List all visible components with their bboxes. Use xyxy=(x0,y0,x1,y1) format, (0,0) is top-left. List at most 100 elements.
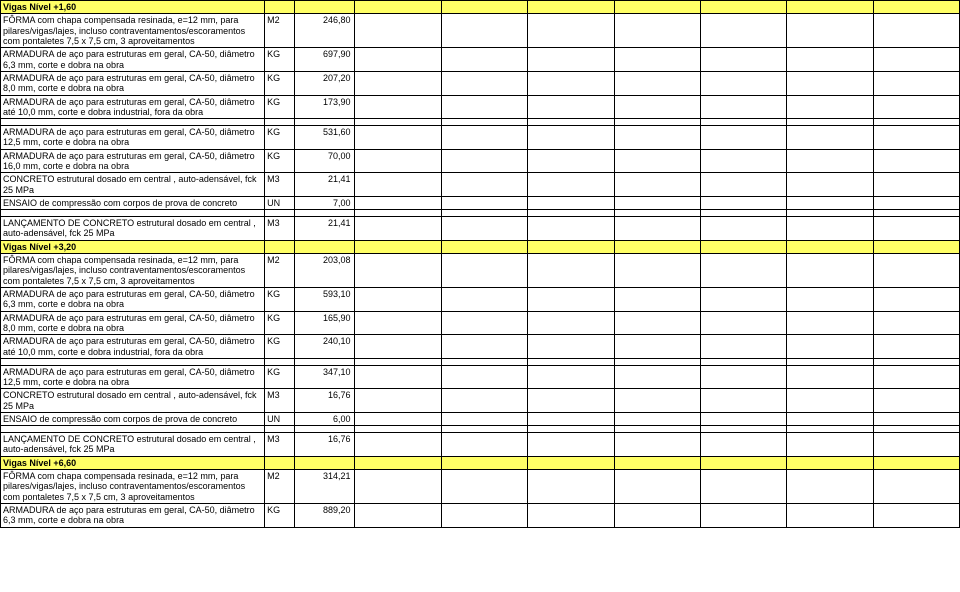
item-description: FÔRMA com chapa compensada resinada, e=1… xyxy=(1,14,265,48)
blank-cell xyxy=(355,288,441,312)
blank-cell xyxy=(787,14,873,48)
blank-cell xyxy=(528,254,614,288)
item-description: FÔRMA com chapa compensada resinada, e=1… xyxy=(1,254,265,288)
blank-cell xyxy=(528,288,614,312)
blank-cell xyxy=(787,95,873,119)
blank-cell xyxy=(614,335,700,359)
table-row xyxy=(1,119,960,126)
item-unit: M3 xyxy=(265,433,295,457)
blank-cell xyxy=(700,311,786,335)
table-row: ENSAIO de compressão com corpos de prova… xyxy=(1,413,960,426)
blank-cell xyxy=(528,197,614,210)
item-description: CONCRETO estrutural dosado em central , … xyxy=(1,173,265,197)
item-unit: KG xyxy=(265,126,295,150)
item-quantity: 173,90 xyxy=(295,95,355,119)
blank-cell xyxy=(700,126,786,150)
blank-cell xyxy=(787,197,873,210)
blank-cell xyxy=(355,48,441,72)
blank-cell xyxy=(614,365,700,389)
blank-cell xyxy=(441,389,527,413)
blank-cell xyxy=(441,413,527,426)
blank-cell xyxy=(441,470,527,504)
blank-cell xyxy=(873,197,959,210)
blank-cell xyxy=(614,95,700,119)
table-row: ARMADURA de aço para estruturas em geral… xyxy=(1,72,960,96)
blank-cell xyxy=(528,413,614,426)
blank-cell xyxy=(528,173,614,197)
item-description: CONCRETO estrutural dosado em central , … xyxy=(1,389,265,413)
item-unit: KG xyxy=(265,95,295,119)
blank-cell xyxy=(441,173,527,197)
blank-cell xyxy=(528,14,614,48)
blank-cell xyxy=(614,197,700,210)
table-row: ARMADURA de aço para estruturas em geral… xyxy=(1,504,960,528)
item-description: FÔRMA com chapa compensada resinada, e=1… xyxy=(1,470,265,504)
blank-cell xyxy=(700,365,786,389)
item-unit: M2 xyxy=(265,14,295,48)
item-unit: KG xyxy=(265,48,295,72)
item-quantity: 889,20 xyxy=(295,504,355,528)
table-row: ARMADURA de aço para estruturas em geral… xyxy=(1,48,960,72)
table-row: ARMADURA de aço para estruturas em geral… xyxy=(1,311,960,335)
blank-cell xyxy=(873,504,959,528)
table-row: ENSAIO de compressão com corpos de prova… xyxy=(1,197,960,210)
blank-cell xyxy=(787,413,873,426)
item-description: ARMADURA de aço para estruturas em geral… xyxy=(1,504,265,528)
blank-cell xyxy=(700,72,786,96)
item-description: LANÇAMENTO DE CONCRETO estrutural dosado… xyxy=(1,217,265,241)
blank-cell xyxy=(787,504,873,528)
item-description: ARMADURA de aço para estruturas em geral… xyxy=(1,311,265,335)
blank-cell xyxy=(528,149,614,173)
blank-cell xyxy=(614,413,700,426)
item-unit: KG xyxy=(265,288,295,312)
blank-cell xyxy=(528,365,614,389)
blank-cell xyxy=(355,389,441,413)
blank-cell xyxy=(441,504,527,528)
blank-cell xyxy=(528,311,614,335)
blank-cell xyxy=(441,288,527,312)
item-quantity: 21,41 xyxy=(295,173,355,197)
item-unit: KG xyxy=(265,335,295,359)
blank-cell xyxy=(700,389,786,413)
item-quantity: 16,76 xyxy=(295,433,355,457)
item-quantity: 207,20 xyxy=(295,72,355,96)
blank-cell xyxy=(787,470,873,504)
table-row: ARMADURA de aço para estruturas em geral… xyxy=(1,365,960,389)
item-quantity: 203,08 xyxy=(295,254,355,288)
blank-cell xyxy=(355,217,441,241)
table-row: Vigas Nível +1,60 xyxy=(1,1,960,14)
item-unit: UN xyxy=(265,197,295,210)
table-row: ARMADURA de aço para estruturas em geral… xyxy=(1,149,960,173)
blank-cell xyxy=(787,311,873,335)
blank-cell xyxy=(873,389,959,413)
blank-cell xyxy=(355,14,441,48)
blank-cell xyxy=(873,173,959,197)
blank-cell xyxy=(700,288,786,312)
blank-cell xyxy=(700,48,786,72)
blank-cell xyxy=(441,197,527,210)
blank-cell xyxy=(528,95,614,119)
blank-cell xyxy=(873,433,959,457)
item-description: ARMADURA de aço para estruturas em geral… xyxy=(1,48,265,72)
blank-cell xyxy=(700,254,786,288)
blank-cell xyxy=(787,335,873,359)
item-description: ARMADURA de aço para estruturas em geral… xyxy=(1,288,265,312)
blank-cell xyxy=(528,217,614,241)
blank-cell xyxy=(614,126,700,150)
blank-cell xyxy=(787,389,873,413)
item-unit: KG xyxy=(265,149,295,173)
blank-cell xyxy=(441,95,527,119)
blank-cell xyxy=(614,217,700,241)
blank-cell xyxy=(787,217,873,241)
blank-cell xyxy=(355,365,441,389)
blank-cell xyxy=(787,126,873,150)
blank-cell xyxy=(873,470,959,504)
blank-cell xyxy=(355,149,441,173)
item-description: ARMADURA de aço para estruturas em geral… xyxy=(1,126,265,150)
item-description: ARMADURA de aço para estruturas em geral… xyxy=(1,365,265,389)
blank-cell xyxy=(528,335,614,359)
blank-cell xyxy=(700,433,786,457)
blank-cell xyxy=(355,413,441,426)
blank-cell xyxy=(355,95,441,119)
blank-cell xyxy=(441,72,527,96)
